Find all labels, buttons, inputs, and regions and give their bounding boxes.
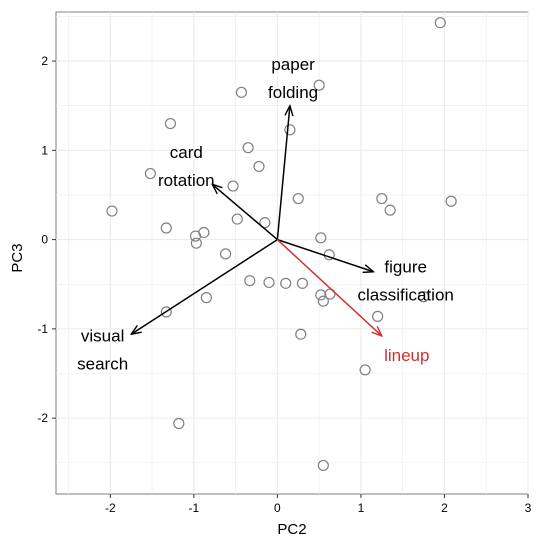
data-point	[106, 205, 118, 217]
data-point	[376, 192, 388, 205]
data-point	[253, 160, 265, 173]
x-tick-label: 3	[525, 501, 532, 515]
x-tick-label: 1	[358, 501, 365, 515]
data-point	[317, 295, 329, 307]
data-point	[231, 213, 243, 225]
data-point	[189, 230, 202, 242]
data-point	[259, 217, 271, 229]
data-point	[315, 289, 327, 301]
data-point	[173, 417, 185, 430]
data-point	[359, 364, 371, 376]
data-point	[313, 79, 325, 91]
data-point	[295, 328, 307, 340]
vector-visual-search	[131, 238, 278, 335]
data-point	[164, 117, 177, 130]
data-point	[263, 276, 275, 289]
data-point	[417, 291, 430, 303]
vector-label: rotation	[158, 171, 215, 190]
data-point	[384, 204, 396, 216]
data-point	[235, 86, 248, 98]
y-tick-label: 1	[41, 143, 48, 157]
data-point	[317, 459, 329, 472]
vector-paper-folding	[276, 106, 290, 240]
y-tick-label: -1	[37, 322, 48, 336]
x-tick-label: 0	[274, 501, 281, 515]
y-tick-label: 2	[41, 54, 48, 68]
vector-label: search	[77, 354, 128, 373]
data-point	[434, 17, 446, 29]
loading-vectors: paper folding card rotation figure classifica…	[77, 55, 454, 374]
vector-label: visual	[81, 326, 124, 345]
grid-lines	[56, 12, 529, 494]
data-point	[219, 248, 232, 260]
x-tick-label: -1	[189, 501, 200, 515]
vector-label: lineup	[384, 346, 429, 365]
data-point	[160, 306, 172, 318]
data-point	[445, 195, 457, 207]
data-point	[244, 275, 256, 287]
scatter-points	[106, 17, 457, 472]
data-point	[144, 167, 156, 180]
vector-label: paper	[271, 55, 315, 74]
y-tick-label: 0	[41, 233, 48, 247]
data-point	[280, 277, 292, 289]
vector-label: figure	[384, 258, 427, 277]
x-axis-title: PC2	[277, 521, 306, 538]
x-tick-label: -2	[105, 501, 116, 515]
data-point	[292, 192, 304, 205]
data-point	[284, 124, 296, 136]
vector-lineup	[276, 239, 381, 336]
data-point	[200, 292, 212, 304]
vector-label: classification	[358, 286, 454, 305]
y-axis: -2 -1 0 1 2	[37, 54, 56, 425]
vector-figure-classification	[277, 238, 373, 272]
data-point	[315, 232, 327, 244]
x-tick-label: 2	[441, 501, 448, 515]
vector-label: folding	[268, 83, 318, 102]
data-point	[372, 310, 384, 322]
y-tick-label: -2	[37, 411, 48, 425]
data-point	[296, 277, 309, 289]
data-point	[190, 237, 202, 249]
y-axis-title: PC3	[9, 243, 26, 272]
data-point	[227, 180, 239, 192]
x-axis: -2 -1 0 1 2 3	[105, 494, 532, 515]
vector-card-rotation	[212, 184, 278, 241]
vector-label: card	[170, 143, 203, 162]
data-point	[160, 222, 172, 234]
data-point	[242, 142, 254, 154]
